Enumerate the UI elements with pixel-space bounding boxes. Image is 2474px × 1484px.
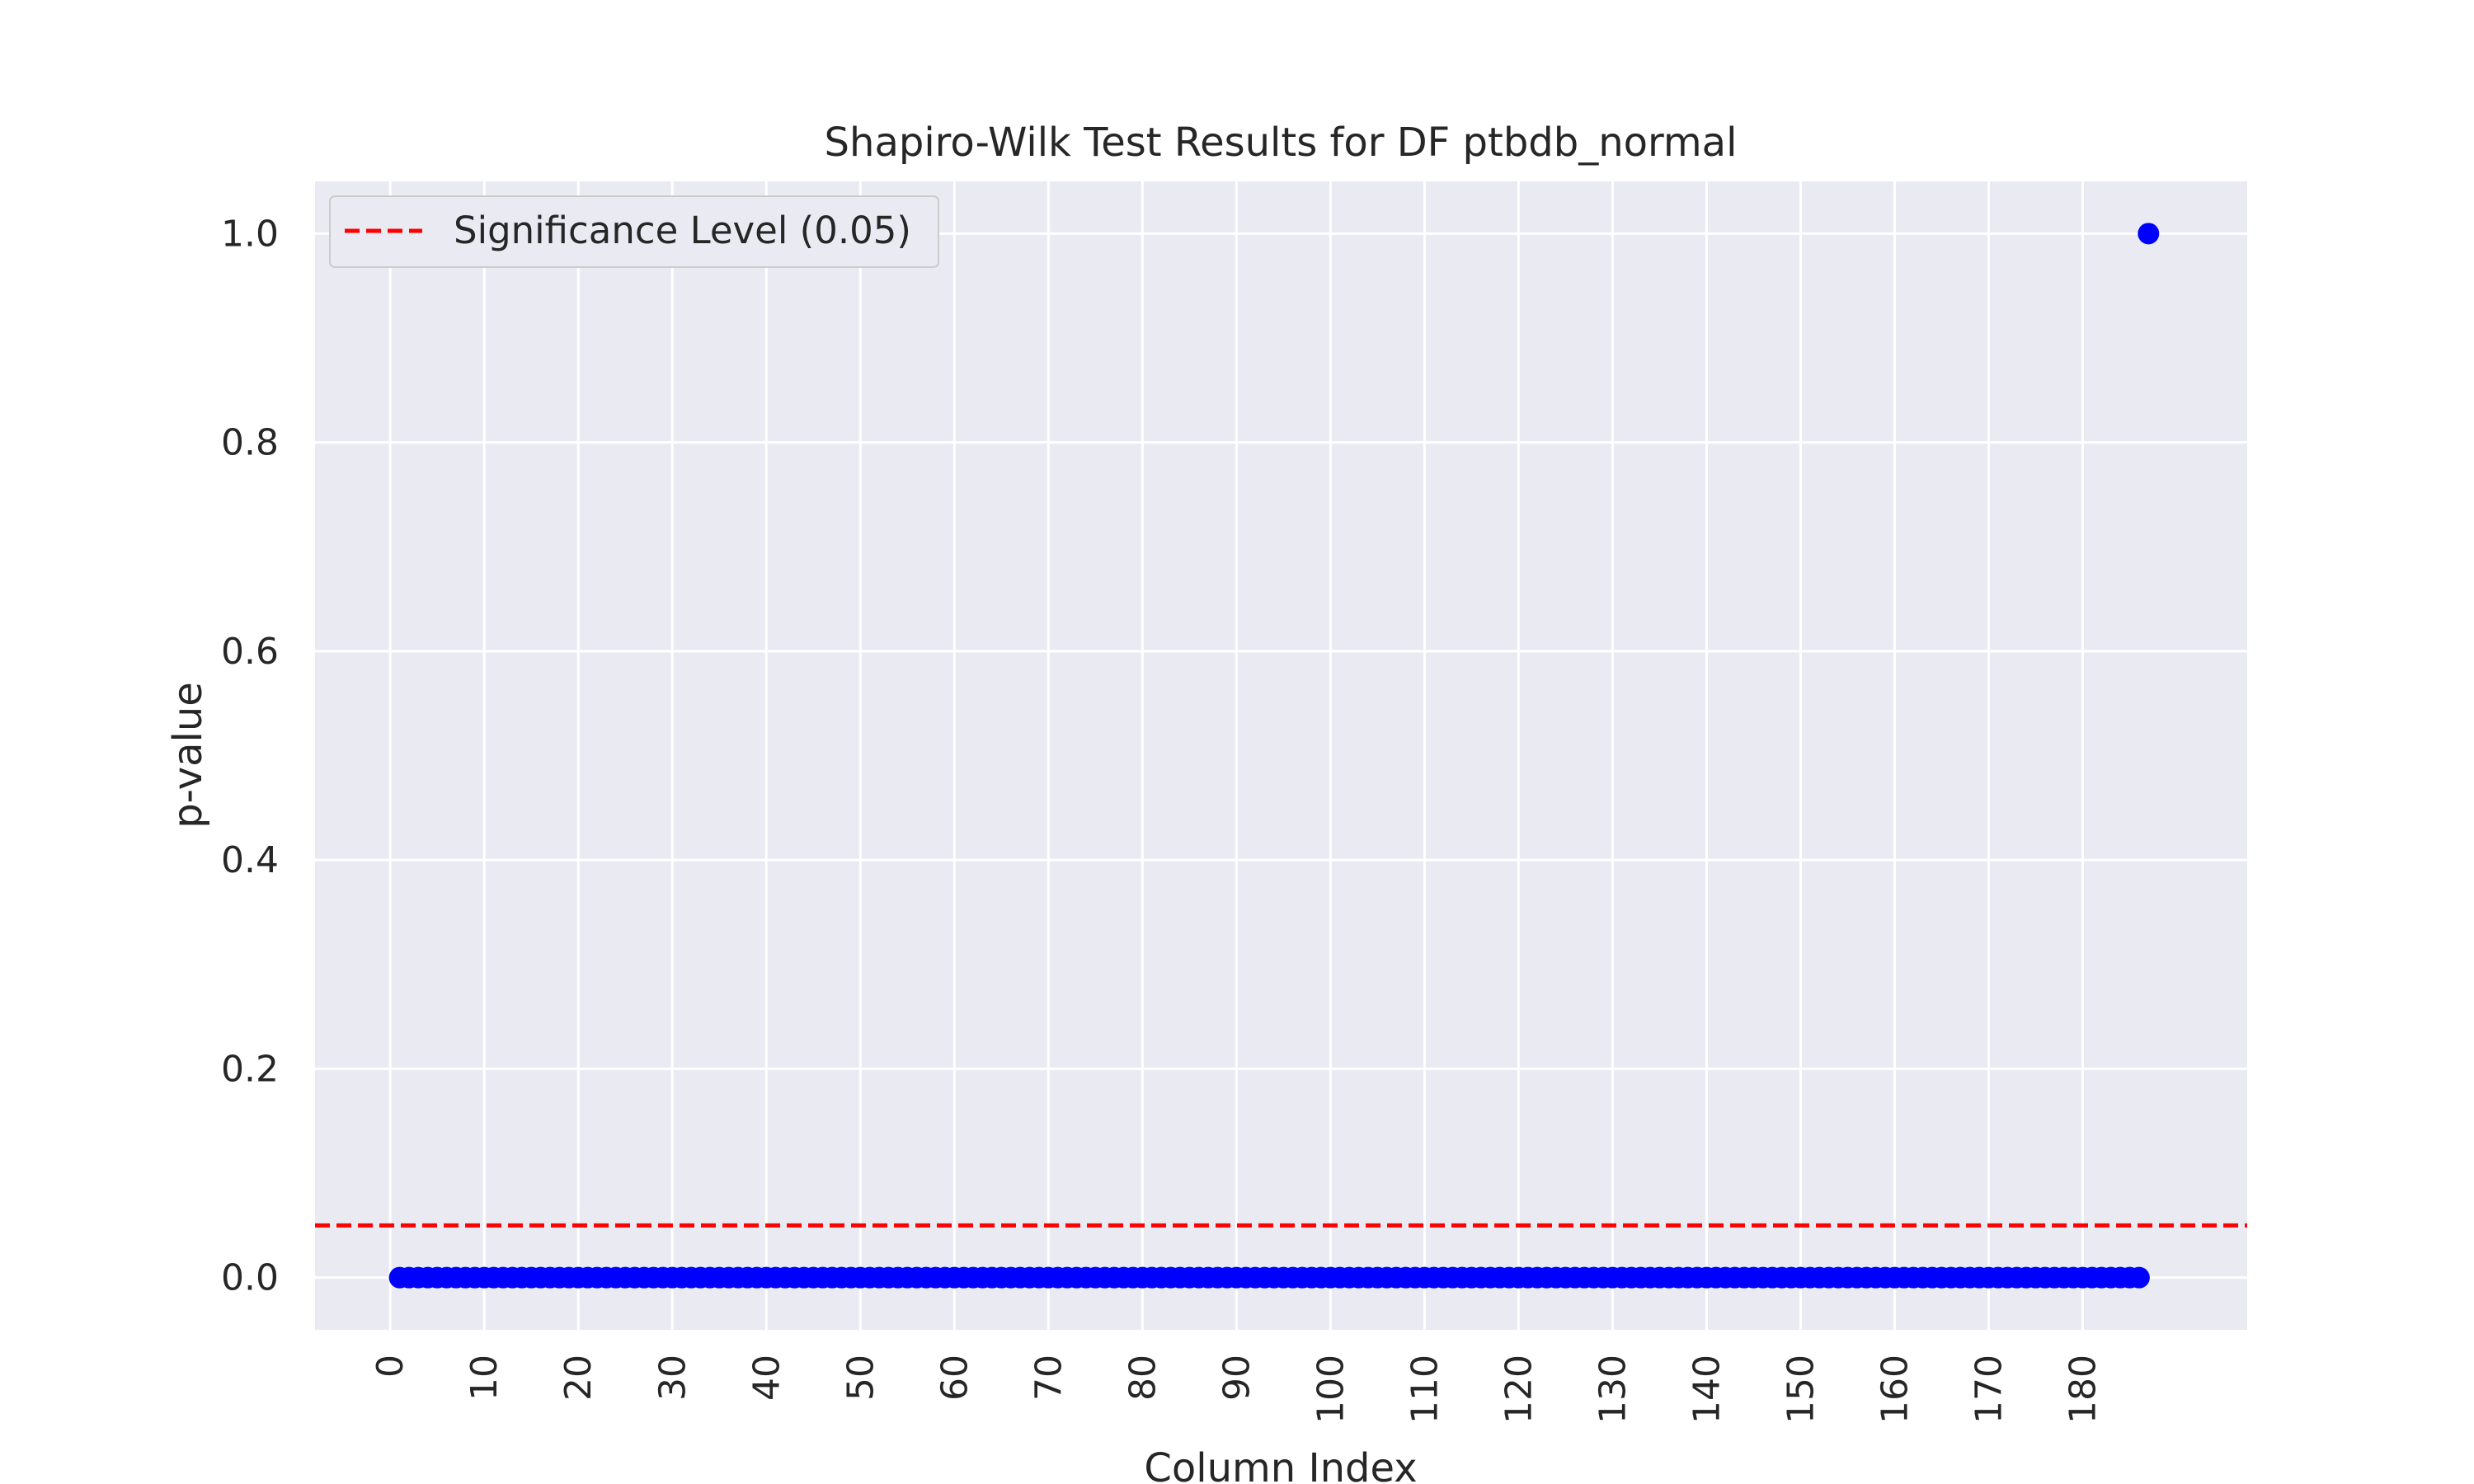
x-tick-label: 10 [463, 1355, 506, 1401]
x-axis-label: Column Index [1144, 1445, 1417, 1484]
legend: Significance Level (0.05) [329, 195, 939, 268]
x-tick-label: 160 [1874, 1355, 1916, 1424]
x-tick-label: 130 [1592, 1355, 1634, 1424]
data-point-outlier [2138, 223, 2160, 245]
x-tick-label: 90 [1216, 1355, 1258, 1401]
x-tick-label: 30 [651, 1355, 694, 1401]
x-tick-label: 120 [1498, 1355, 1540, 1424]
chart-title: Shapiro-Wilk Test Results for DF ptbdb_n… [825, 120, 1738, 166]
x-tick-label: 0 [369, 1355, 412, 1378]
x-tick-label: 40 [745, 1355, 788, 1401]
y-axis-label: p-value [165, 682, 211, 829]
x-tick-label: 100 [1310, 1355, 1352, 1424]
legend-entry: Significance Level (0.05) [454, 209, 911, 252]
x-tick-label: 150 [1780, 1355, 1822, 1424]
x-tick-labels: 0 10 20 30 40 50 60 70 80 90 100 110 120 130 140 150 160… [369, 1355, 2104, 1424]
y-tick-labels: 0.0 0.2 0.4 0.6 0.8 1.0 [221, 213, 279, 1298]
data-points [388, 223, 2160, 1289]
x-tick-label: 110 [1404, 1355, 1446, 1424]
y-tick-label: 0.2 [221, 1048, 279, 1090]
legend-box [329, 195, 939, 268]
y-tick-label: 0.0 [221, 1257, 279, 1299]
x-tick-label: 60 [934, 1355, 976, 1401]
data-point [2128, 1266, 2150, 1289]
y-tick-label: 0.4 [221, 839, 279, 881]
grid [315, 181, 2247, 1330]
plot-area [315, 181, 2247, 1330]
y-tick-label: 0.6 [221, 631, 279, 673]
x-tick-label: 140 [1686, 1355, 1728, 1424]
x-tick-label: 20 [557, 1355, 600, 1401]
x-tick-label: 50 [840, 1355, 882, 1401]
y-tick-label: 0.8 [221, 422, 279, 464]
x-tick-label: 170 [1968, 1355, 2010, 1424]
x-tick-label: 80 [1122, 1355, 1164, 1401]
x-tick-label: 70 [1028, 1355, 1070, 1401]
y-tick-label: 1.0 [221, 213, 279, 255]
x-tick-label: 180 [2062, 1355, 2104, 1424]
